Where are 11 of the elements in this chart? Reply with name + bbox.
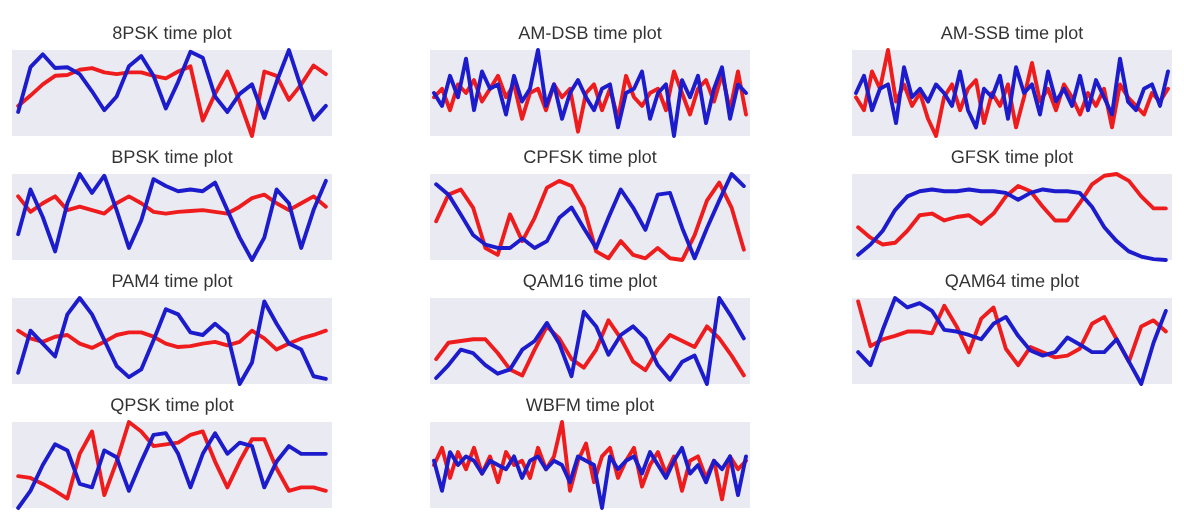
chart-title: AM-DSB time plot [518,25,662,43]
chart-title: CPFSK time plot [524,149,657,167]
chart-title: AM-SSB time plot [940,25,1084,43]
chart-title: BPSK time plot [112,149,233,167]
chart-title: 8PSK time plot [113,25,232,43]
chart-title: GFSK time plot [951,149,1074,167]
chart-title: QPSK time plot [111,397,234,415]
chart-title: QAM16 time plot [523,273,658,291]
chart-title: PAM4 time plot [112,273,233,291]
chart-title: QAM64 time plot [945,273,1080,291]
chart-title: WBFM time plot [525,397,655,415]
